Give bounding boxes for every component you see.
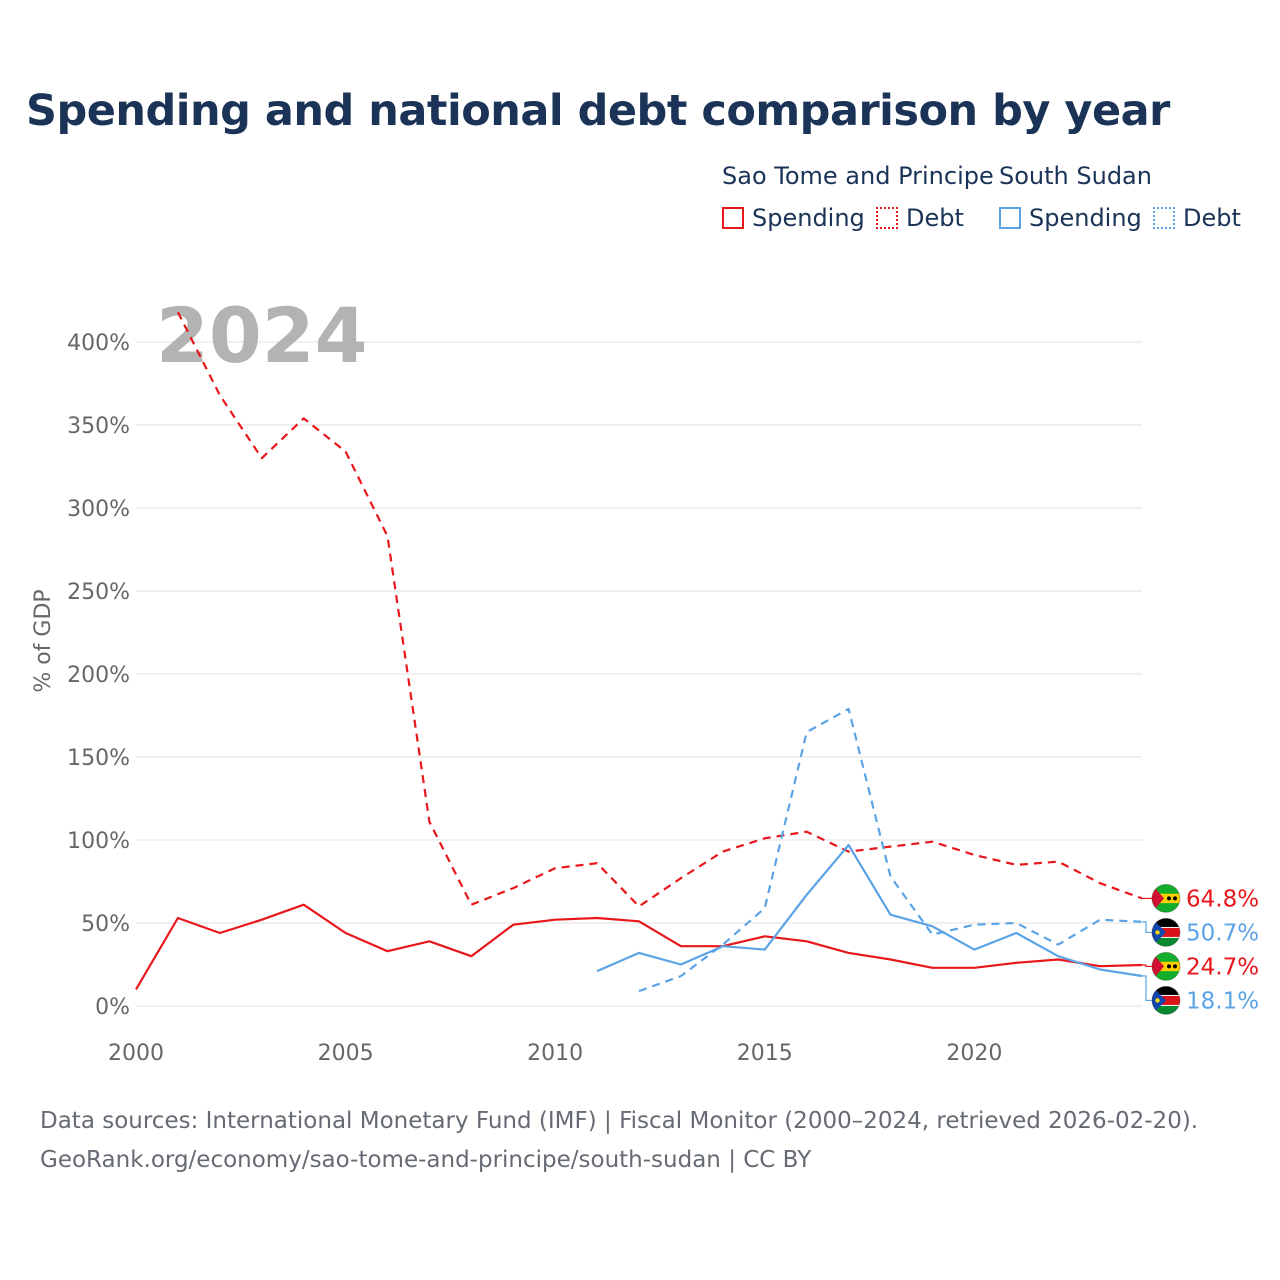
legend-item-south-sudan-debt[interactable]: Debt xyxy=(1153,204,1241,232)
dotted-swatch-icon xyxy=(876,207,898,229)
end-value-label: 24.7% xyxy=(1186,954,1259,980)
x-tick-label: 2000 xyxy=(108,1041,164,1066)
legend-item-sao-tome-debt[interactable]: Debt xyxy=(876,204,964,232)
y-tick-label: 200% xyxy=(67,663,130,688)
legend-item-sao-tome-spending[interactable]: Spending xyxy=(722,204,865,232)
year-watermark: 2024 xyxy=(156,291,368,380)
legend-label: Spending xyxy=(1029,204,1142,232)
solid-swatch-icon xyxy=(999,207,1021,229)
series-line xyxy=(176,311,1143,908)
legend-item-south-sudan-spending[interactable]: Spending xyxy=(999,204,1142,232)
x-tick-label: 2015 xyxy=(737,1041,793,1066)
footer-credit: GeoRank.org/economy/sao-tome-and-princip… xyxy=(40,1147,812,1173)
solid-swatch-icon xyxy=(722,207,744,229)
south-sudan-flag-icon xyxy=(1151,985,1181,1015)
y-tick-label: 400% xyxy=(67,331,130,356)
end-value-label: 64.8% xyxy=(1186,886,1259,912)
y-tick-label: 150% xyxy=(67,746,130,771)
end-label-connector xyxy=(1142,921,1152,934)
end-label-connector xyxy=(1142,975,1152,1002)
y-tick-label: 300% xyxy=(67,497,130,522)
y-tick-label: 50% xyxy=(81,912,130,937)
legend-label: Debt xyxy=(906,204,964,232)
end-label-connector xyxy=(1142,964,1152,968)
legend-country-south-sudan: South Sudan xyxy=(999,162,1152,190)
x-tick-label: 2020 xyxy=(946,1041,1002,1066)
legend-label: Spending xyxy=(752,204,865,232)
x-tick-label: 2005 xyxy=(318,1041,374,1066)
legend-label: Debt xyxy=(1183,204,1241,232)
legend-country-sao-tome: Sao Tome and Principe xyxy=(722,162,994,190)
dotted-swatch-icon xyxy=(1153,207,1175,229)
footer-source: Data sources: International Monetary Fun… xyxy=(40,1108,1199,1134)
y-tick-label: 100% xyxy=(67,829,130,854)
y-tick-label: 0% xyxy=(95,995,130,1020)
page-title: Spending and national debt comparison by… xyxy=(26,86,1170,136)
y-tick-label: 350% xyxy=(67,414,130,439)
south-sudan-flag-icon xyxy=(1151,917,1181,947)
end-value-label: 50.7% xyxy=(1186,920,1259,946)
y-tick-label: 250% xyxy=(67,580,130,605)
series-line xyxy=(638,707,1143,993)
sao-tome-flag-icon xyxy=(1151,951,1181,981)
end-value-label: 18.1% xyxy=(1186,988,1259,1014)
y-axis-label: % of GDP xyxy=(31,589,56,692)
x-tick-label: 2010 xyxy=(527,1041,583,1066)
series-line xyxy=(135,903,1143,990)
series-line xyxy=(596,843,1143,978)
sao-tome-flag-icon xyxy=(1151,883,1181,913)
